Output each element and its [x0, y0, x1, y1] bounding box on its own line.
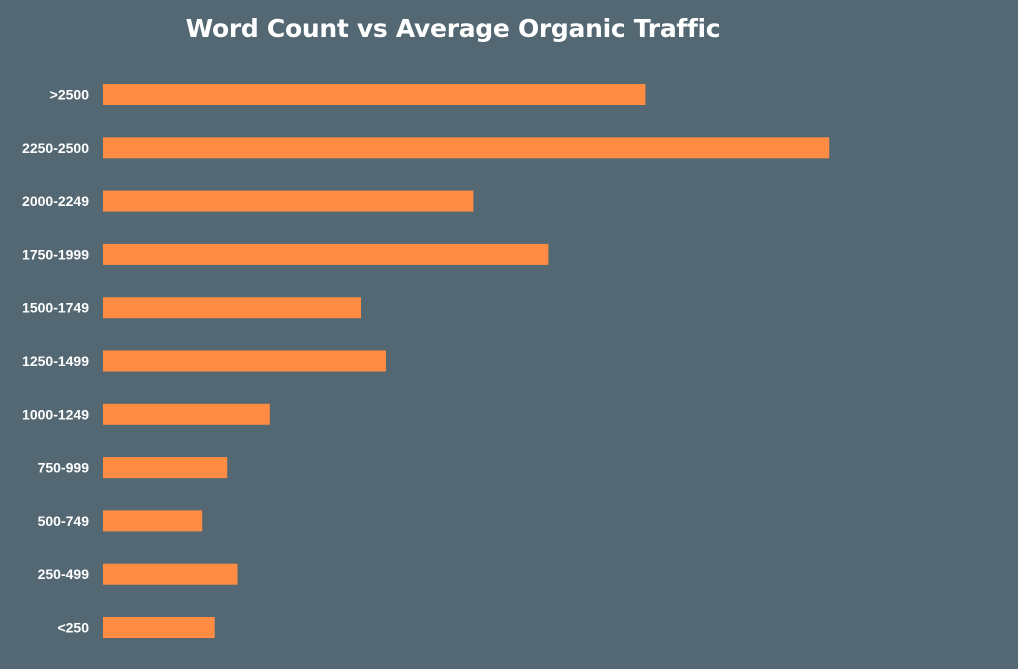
bar-gt-2500	[103, 84, 646, 105]
category-label-2250-2500: 2250-2500	[22, 140, 89, 156]
category-label-250-499: 250-499	[38, 566, 90, 582]
category-label-1750-1999: 1750-1999	[22, 246, 89, 262]
category-labels: >2500 2250-2500 2000-2249 1750-1999 1500-174…	[22, 87, 89, 636]
bar-1250-1499	[103, 350, 386, 372]
bar-250-499	[103, 563, 238, 585]
bar-2250-2500	[103, 137, 830, 159]
bar-2000-2249	[103, 190, 474, 212]
bar-1000-1249	[103, 403, 270, 425]
bar-1750-1999	[103, 243, 549, 265]
chart-title: Word Count vs Average Organic Traffic	[185, 14, 721, 43]
bar-1500-1749	[103, 297, 361, 319]
bar-lt-250	[103, 617, 215, 638]
bar-750-999	[103, 457, 228, 479]
category-label-1000-1249: 1000-1249	[22, 406, 89, 422]
category-label-1250-1499: 1250-1499	[22, 353, 89, 369]
bars	[103, 84, 830, 638]
category-label-lt-250: <250	[57, 620, 89, 636]
category-label-gt-2500: >2500	[50, 87, 90, 103]
bar-500-749	[103, 510, 203, 532]
category-label-1500-1749: 1500-1749	[22, 300, 89, 316]
category-label-750-999: 750-999	[38, 460, 90, 476]
category-label-2000-2249: 2000-2249	[22, 193, 89, 209]
category-label-500-749: 500-749	[38, 513, 90, 529]
